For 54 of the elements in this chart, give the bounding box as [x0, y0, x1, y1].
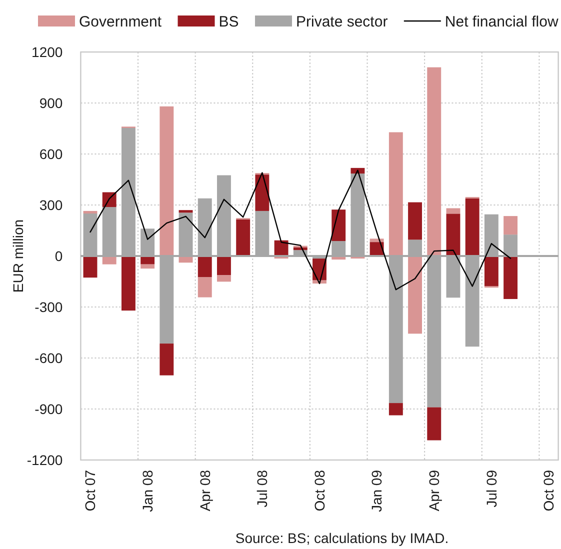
bar: [140, 256, 155, 264]
bar: [217, 275, 231, 282]
y-tick-label: -300: [34, 298, 63, 315]
bar: [504, 216, 518, 235]
x-tick-label: Jul 09: [483, 470, 500, 508]
bar: [198, 277, 212, 298]
x-tick-label: Oct 08: [311, 470, 328, 512]
bar: [217, 256, 231, 276]
x-tick-label: Apr 09: [426, 470, 442, 512]
y-tick-label: 0: [54, 248, 63, 264]
bar: [83, 256, 98, 278]
bar: [504, 256, 518, 300]
bar: [427, 407, 442, 440]
bar: [236, 219, 250, 256]
x-tick-label: Jan 09: [368, 470, 385, 512]
bar: [121, 256, 136, 311]
bar: [446, 208, 460, 214]
y-tick-label: 1200: [32, 44, 63, 60]
y-tick-label: 600: [39, 146, 63, 162]
x-tick-label: Apr 08: [196, 470, 213, 512]
bar: [83, 210, 98, 214]
x-tick-label: Oct 09: [540, 470, 557, 512]
line-series: [90, 170, 512, 290]
bar: [427, 67, 442, 256]
bar: [198, 256, 212, 278]
bar: [484, 256, 498, 286]
legend-label: Net financial flow: [444, 13, 558, 30]
y-tick-label: 300: [39, 196, 63, 213]
y-tick-label: -1200: [26, 452, 63, 468]
legend-label: Government: [79, 13, 162, 30]
bar: [465, 198, 480, 256]
bar: [408, 256, 422, 334]
x-tick-label: Oct 07: [82, 470, 98, 512]
bar: [160, 106, 174, 256]
legend-label: BS: [218, 13, 239, 30]
bar: [332, 210, 346, 242]
bar: [370, 238, 384, 242]
x-tick-label: Jan 08: [139, 470, 156, 512]
y-axis-title: EUR million: [10, 219, 26, 293]
bar: [102, 256, 116, 264]
bar: [160, 344, 174, 376]
source-note: Source: BS; calculations by IMAD.: [235, 530, 449, 546]
bar: [408, 202, 422, 240]
bar: [178, 210, 193, 213]
bar: [255, 174, 270, 211]
y-tick-label: -600: [34, 350, 63, 366]
y-tick-label: -900: [34, 400, 63, 417]
x-tick-label: Jul 08: [254, 470, 270, 508]
bar: [140, 264, 155, 269]
legend-label: Private sector: [296, 13, 388, 30]
bar: [388, 132, 403, 256]
bar: [388, 403, 403, 416]
y-tick-label: 900: [39, 94, 63, 111]
bar: [446, 214, 460, 256]
